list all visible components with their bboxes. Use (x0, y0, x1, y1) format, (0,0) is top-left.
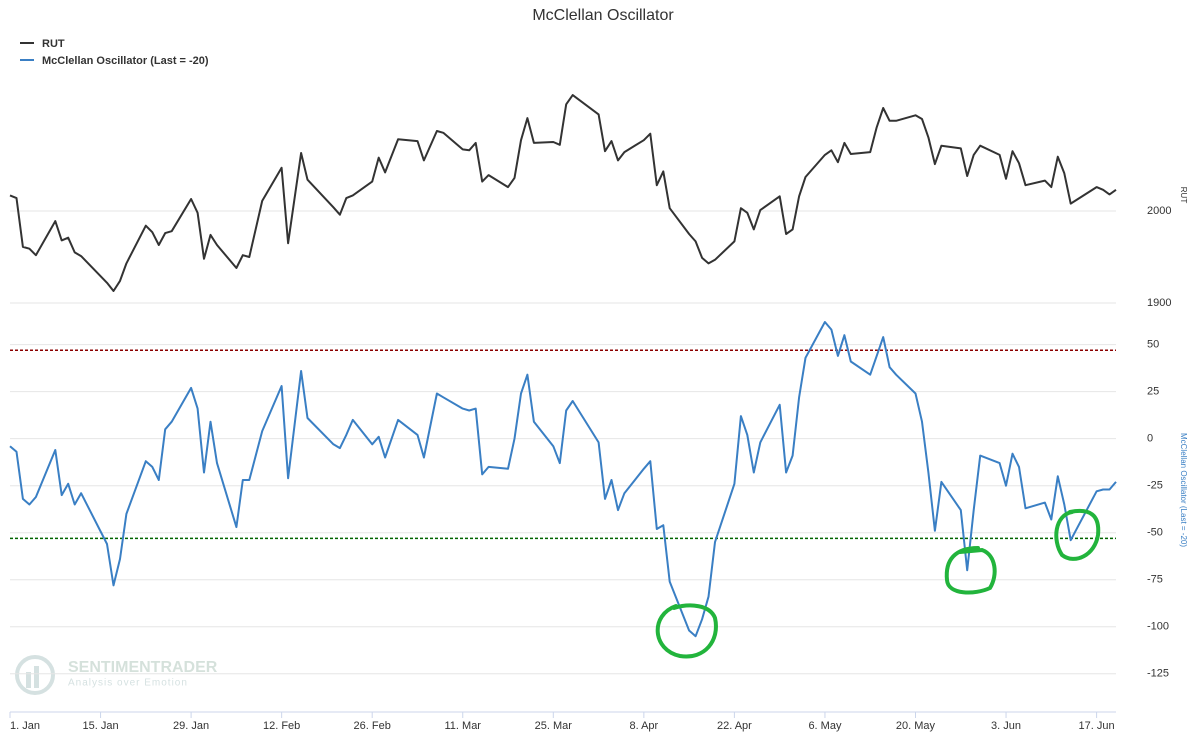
y-axis-title: RUT (1179, 187, 1188, 204)
x-tick-label: 12. Feb (263, 720, 300, 732)
x-tick-label: 6. May (808, 720, 842, 732)
series-line (9, 321, 1117, 638)
highlight-circle (655, 603, 718, 659)
annotations (655, 509, 1101, 659)
y-tick-label: 0 (1147, 433, 1153, 445)
x-tick-label: 25. Mar (535, 720, 573, 732)
series-line (9, 94, 1117, 292)
y-tick-label: 25 (1147, 386, 1159, 398)
y-axis-title: McClellan Oscillator (Last = -20) (1179, 433, 1188, 547)
watermark: SENTIMENTRADER Analysis over Emotion (15, 655, 218, 695)
x-tick-label: 11. Mar (445, 720, 482, 732)
y-tick-label: 1900 (1147, 297, 1171, 309)
x-tick-label: 17. Jun (1079, 720, 1115, 732)
x-tick-label: 22. Apr (717, 720, 752, 732)
x-tick-label: 3. Jun (991, 720, 1021, 732)
legend-label: RUT (42, 38, 65, 50)
chart-title: McClellan Oscillator (532, 7, 674, 24)
highlight-circle (944, 546, 997, 595)
watermark-icon (34, 666, 39, 688)
x-tick-label: 26. Feb (354, 720, 391, 732)
y-tick-label: -50 (1147, 527, 1163, 539)
y-tick-label: -125 (1147, 668, 1169, 680)
x-tick-label: 29. Jan (173, 720, 209, 732)
x-tick-label: 20. May (896, 720, 936, 732)
plot-area: 1900 2000 RUT -125 -100 -75 -50 -25 0 25 50 1. Jan 1… (9, 94, 1188, 732)
y-tick-label: 2000 (1147, 205, 1171, 217)
x-tick-label: 15. Jan (83, 720, 119, 732)
y-tick-label: -100 (1147, 621, 1169, 633)
watermark-icon (26, 672, 31, 688)
x-tick-label: 1. Jan (10, 720, 40, 732)
highlight-circle (1054, 509, 1101, 561)
watermark-icon (15, 655, 55, 695)
watermark-name: SENTIMENTRADER (68, 659, 218, 676)
y-tick-label: -25 (1147, 480, 1163, 492)
y-tick-label: 50 (1147, 339, 1159, 351)
y-tick-label: -75 (1147, 574, 1163, 586)
x-tick-label: 8. Apr (629, 720, 658, 732)
legend-label: McClellan Oscillator (Last = -20) (42, 55, 209, 67)
watermark-tagline: Analysis over Emotion (68, 678, 188, 689)
legend: RUT McClellan Oscillator (Last = -20) (20, 38, 209, 67)
